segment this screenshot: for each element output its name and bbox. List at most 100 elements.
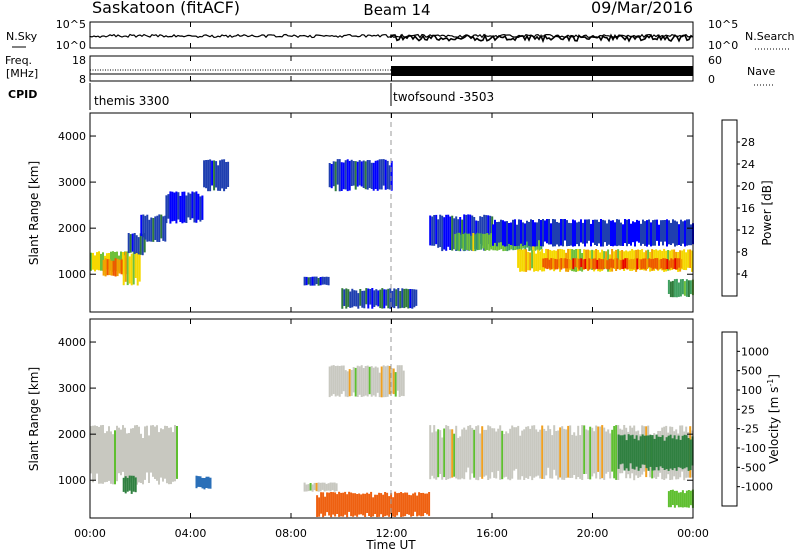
data-strip (557, 249, 560, 267)
data-strip (535, 253, 538, 271)
data-strip (388, 496, 391, 517)
data-strip (660, 259, 663, 269)
data-strip (564, 219, 566, 241)
data-strip (364, 161, 367, 190)
data-strip (517, 425, 520, 480)
data-strip (384, 366, 387, 398)
data-strip (652, 220, 654, 246)
data-strip (489, 215, 492, 248)
data-strip (552, 219, 554, 247)
data-strip (372, 162, 375, 191)
data-strip (676, 258, 679, 270)
data-strip (572, 219, 574, 247)
data-strip (677, 492, 680, 508)
data-strip (598, 258, 601, 270)
data-cell-12 (492, 219, 694, 247)
data-strip (215, 161, 218, 188)
freq-right-tick-top: 60 (708, 54, 722, 67)
data-strip (687, 490, 690, 508)
data-strip (329, 482, 332, 492)
data-strip (352, 367, 355, 393)
data-strip (486, 233, 489, 250)
data-strip (380, 159, 383, 190)
data-strip (568, 222, 570, 246)
colorbar-tick-label: 8 (741, 246, 748, 259)
data-strip (566, 220, 568, 247)
data-strip (479, 433, 482, 477)
data-strip (607, 429, 610, 472)
data-strip (360, 161, 363, 187)
data-strip (309, 483, 312, 491)
data-strip (309, 277, 312, 286)
data-strip (203, 160, 206, 188)
data-cell-2 (195, 475, 212, 490)
data-strip (685, 490, 688, 508)
data-strip (136, 425, 138, 485)
data-strip (494, 236, 497, 251)
data-strip (373, 290, 376, 307)
data-strip (487, 215, 490, 245)
data-strip (631, 434, 634, 469)
data-strip (618, 259, 621, 270)
data-strip (327, 483, 330, 491)
data-strip (399, 291, 402, 309)
data-strip (671, 489, 674, 505)
data-strip (169, 191, 172, 224)
data-strip (687, 280, 690, 297)
data-strip (334, 366, 337, 397)
data-strip (612, 259, 615, 269)
data-strip (447, 214, 450, 247)
data-strip (342, 162, 345, 190)
data-strip (690, 224, 692, 246)
data-strip (605, 431, 608, 474)
data-strip (537, 249, 540, 272)
data-strip (590, 223, 592, 247)
data-strip (328, 492, 331, 516)
data-strip (569, 425, 572, 478)
data-strip (590, 259, 593, 269)
data-strip (384, 159, 387, 190)
data-strip (567, 425, 570, 478)
data-strip (552, 258, 555, 269)
data-strip (521, 249, 524, 272)
data-strip (205, 160, 208, 189)
data-strip (479, 216, 482, 244)
data-strip (122, 477, 125, 492)
data-strip (389, 288, 392, 309)
data-strip (679, 279, 682, 297)
data-strip (521, 430, 524, 477)
data-strip (532, 220, 534, 247)
data-strip (382, 365, 385, 398)
colorbar-tick-label: -100 (741, 442, 766, 455)
data-strip (565, 429, 568, 478)
data-strip (662, 258, 665, 270)
data-strip (199, 196, 202, 222)
data-strip (645, 435, 648, 469)
colorbar-tick-label: 25 (741, 403, 755, 416)
data-strip (140, 433, 142, 483)
ytick-label: 3000 (58, 176, 86, 189)
data-strip (626, 219, 628, 247)
data-strip (197, 476, 200, 487)
data-strip (542, 258, 545, 268)
data-cell-0 (90, 425, 178, 485)
data-strip (614, 258, 617, 269)
colorbar-tick-label: 100 (741, 384, 762, 397)
data-strip (150, 217, 153, 242)
data-strip (137, 237, 140, 255)
data-strip (465, 429, 468, 473)
data-strip (636, 258, 639, 270)
data-strip (120, 259, 123, 275)
data-strip (464, 232, 467, 251)
data-cell-5 (316, 491, 431, 518)
data-strip (371, 288, 374, 309)
data-strip (92, 425, 94, 483)
ytick-label: 3000 (58, 382, 86, 395)
data-strip (668, 260, 671, 270)
data-strip (675, 490, 678, 506)
power-yticks: 1000 2000 3000 4000 (58, 130, 693, 281)
data-strip (96, 252, 98, 270)
data-strip (144, 426, 146, 480)
data-strip (517, 249, 520, 268)
data-strip (92, 252, 94, 270)
